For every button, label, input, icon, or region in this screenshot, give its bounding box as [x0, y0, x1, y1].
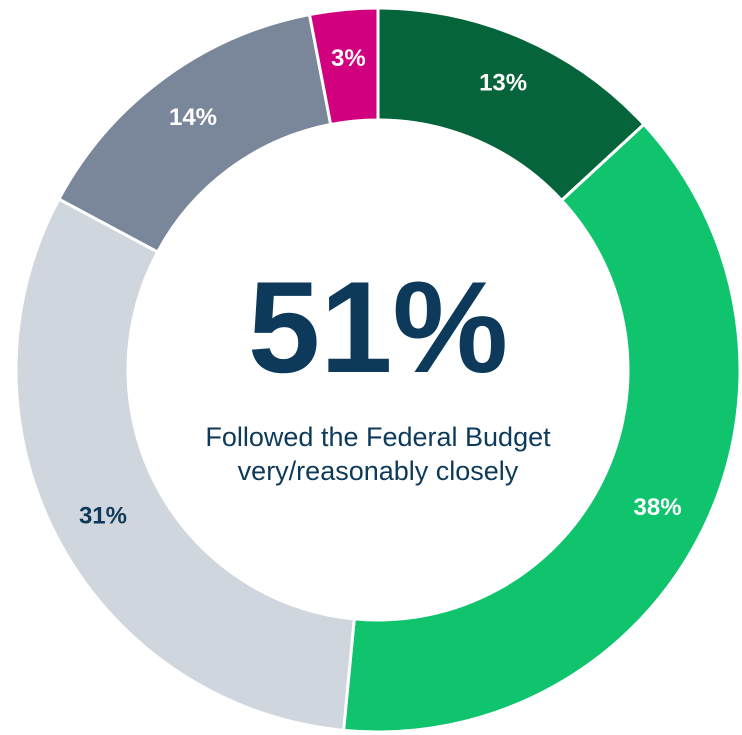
donut-slice — [56, 12, 333, 254]
slice-label: 13% — [479, 70, 527, 97]
slice-label: 3% — [331, 45, 366, 72]
slice-label: 14% — [169, 104, 217, 131]
donut-slice — [307, 6, 380, 127]
donut-slice — [14, 197, 356, 732]
slice-label: 38% — [634, 494, 682, 521]
center-value: 51% — [247, 254, 509, 400]
slice-label: 31% — [79, 503, 127, 530]
donut-slice — [341, 122, 742, 734]
center-caption: Followed the Federal Budget very/reasona… — [205, 422, 551, 486]
